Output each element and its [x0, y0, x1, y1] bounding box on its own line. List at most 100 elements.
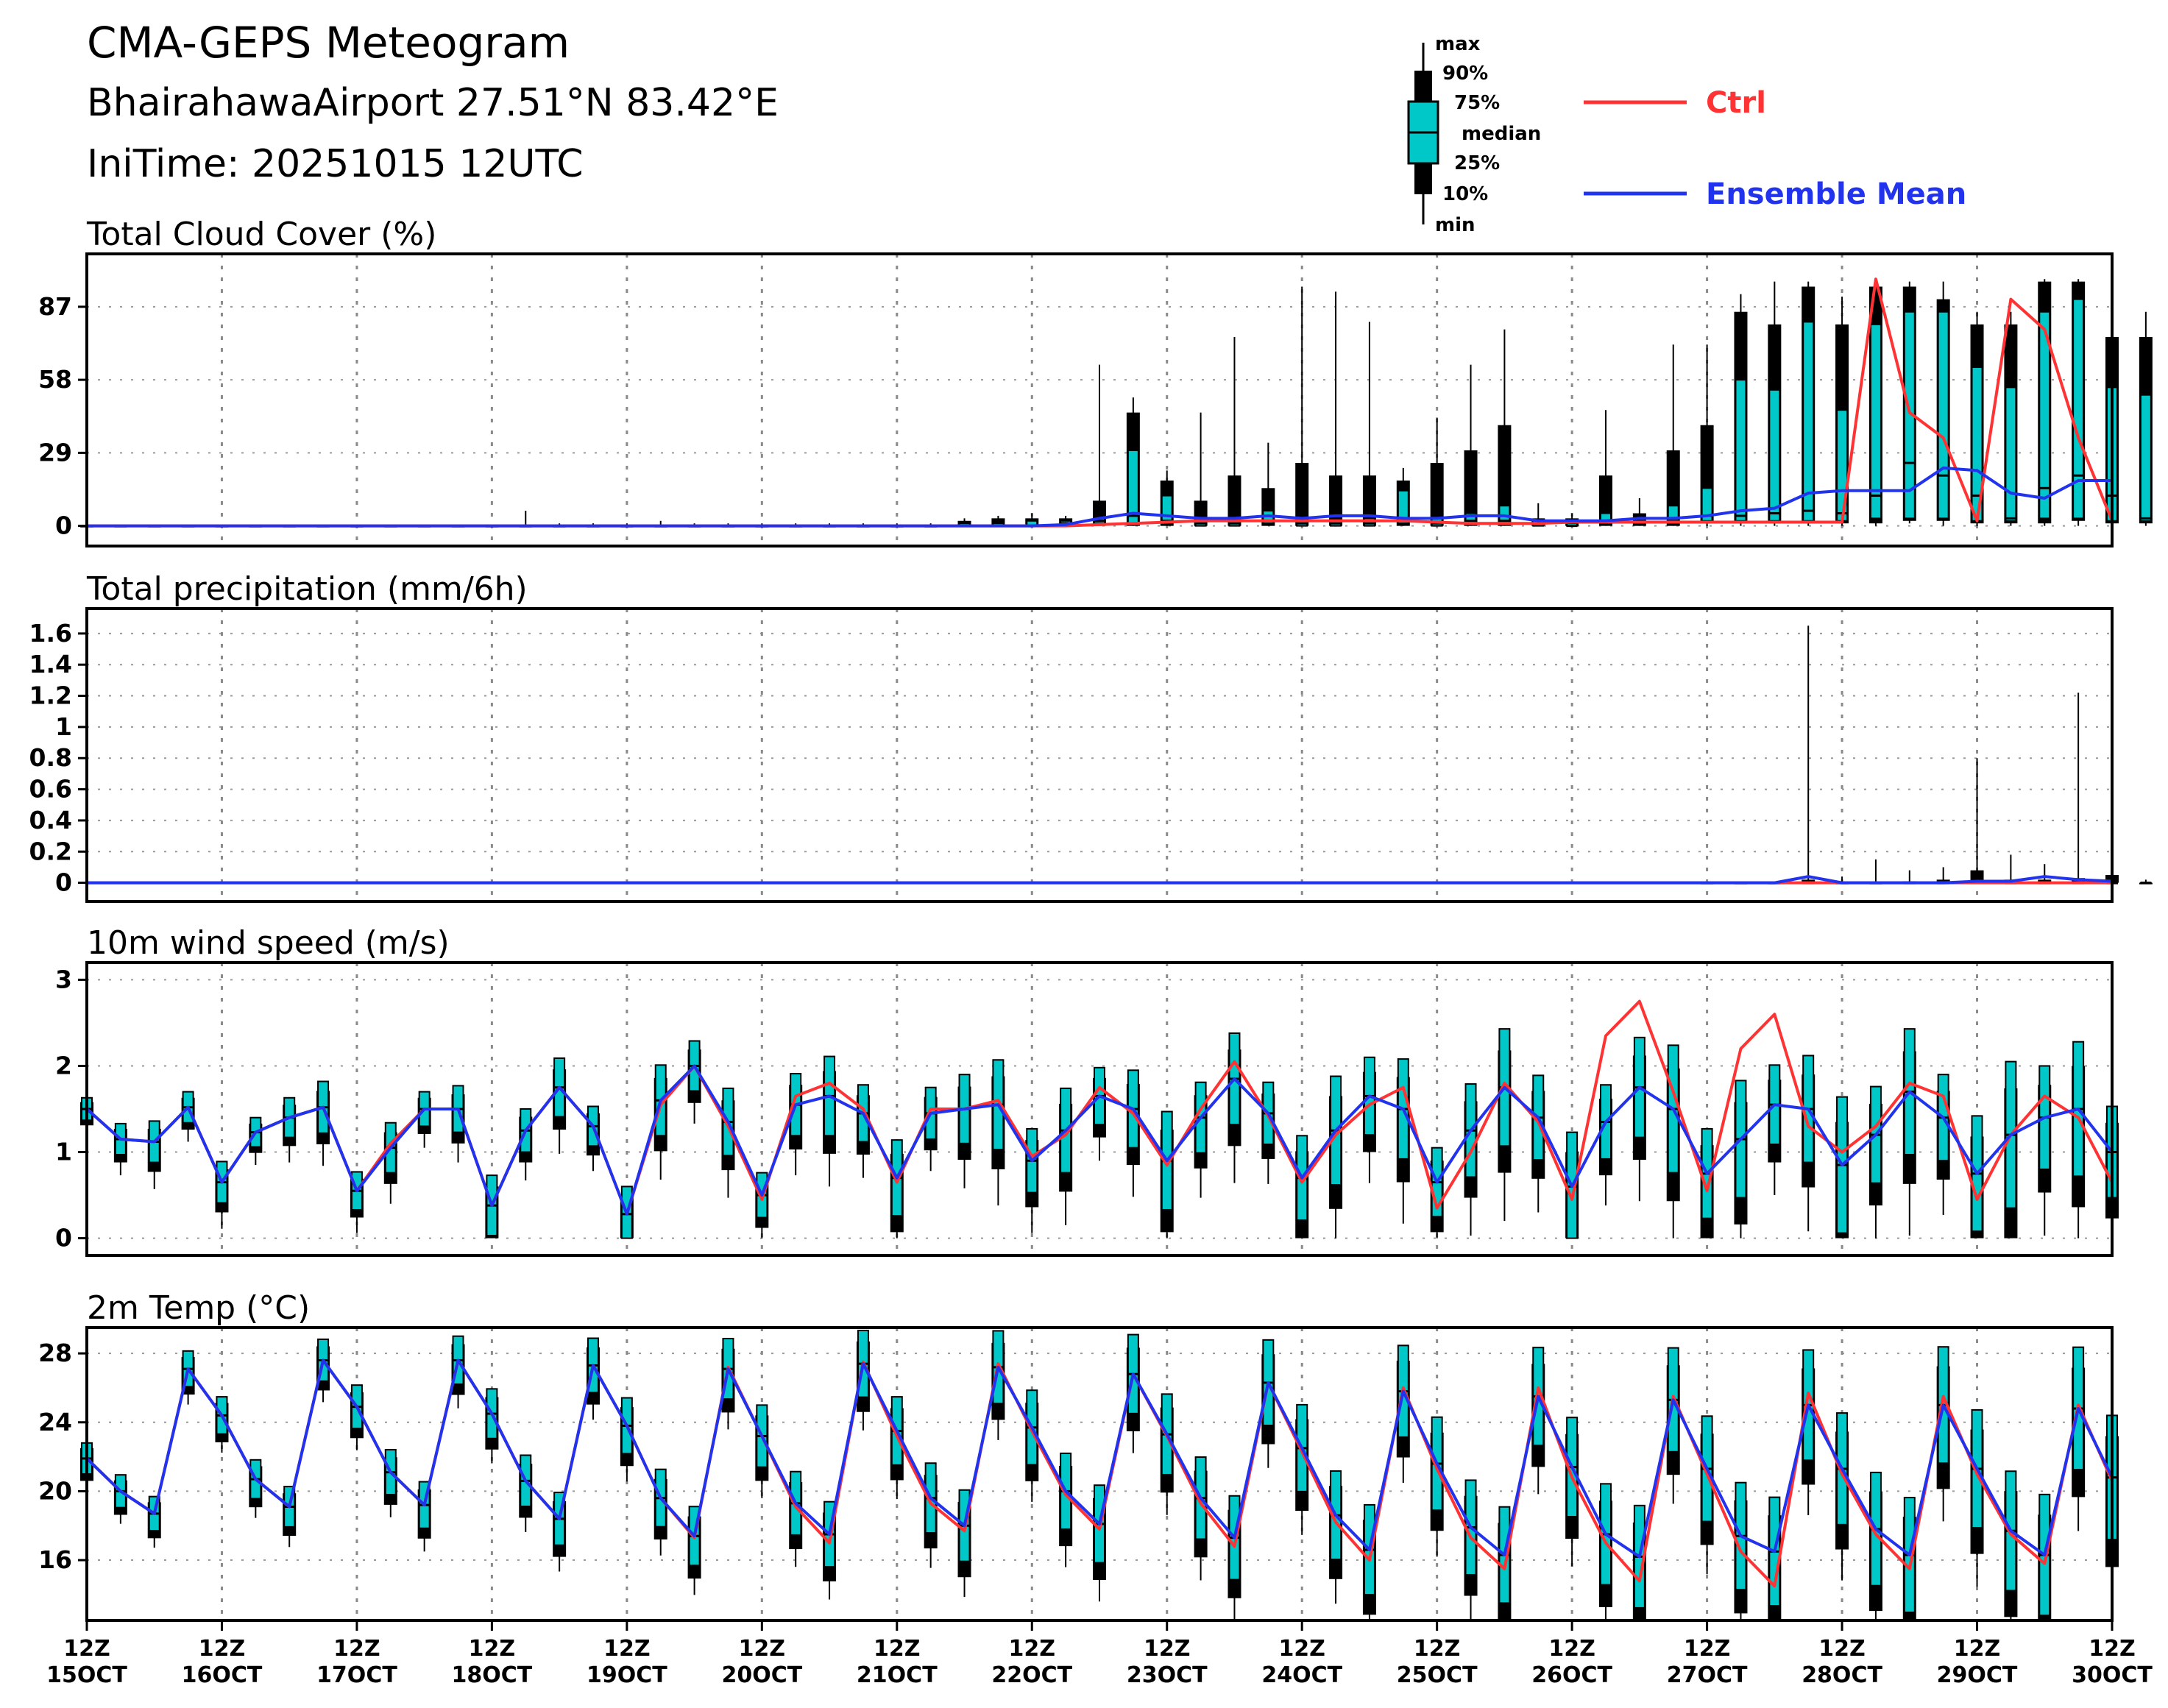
legend-box-label: median [1462, 123, 1541, 145]
x-tick-time-label: 12Z [1548, 1636, 1595, 1662]
box-mark [113, 1474, 127, 1524]
box-mark [1329, 1470, 1343, 1604]
x-tick-time-label: 12Z [874, 1636, 921, 1662]
box-mark [2038, 864, 2052, 885]
y-tick-label: 0.4 [29, 806, 72, 834]
box-mark [1868, 1085, 1882, 1239]
box-mark [2072, 279, 2086, 526]
box-mark [1295, 1135, 1309, 1239]
box-mark [451, 1335, 465, 1408]
box-mark [1936, 1346, 1950, 1522]
x-tick-time-label: 12Z [2089, 1636, 2136, 1662]
box-mark [1531, 1074, 1545, 1213]
box-mark [1768, 1064, 1782, 1196]
box-mark [1768, 281, 1782, 526]
box-mark [1970, 1408, 1984, 1587]
box-mark [1902, 1497, 1916, 1620]
box-mark [1599, 1483, 1612, 1620]
box-mark [924, 1462, 938, 1568]
panel-title: 10m wind speed (m/s) [87, 924, 450, 962]
box-mark [991, 1059, 1005, 1206]
y-tick-label: 24 [38, 1408, 72, 1436]
box-mark [2139, 879, 2153, 885]
x-tick-date-label: 23OCT [1127, 1662, 1208, 1688]
x-tick-time-label: 12Z [603, 1636, 651, 1662]
box-mark [1599, 1084, 1612, 1206]
box-mark [1295, 1403, 1309, 1535]
ensemble-mean-series-line [87, 466, 2112, 528]
box-mark [1802, 1055, 1815, 1232]
x-tick-date-label: 27OCT [1667, 1662, 1748, 1688]
x-tick-time-label: 12Z [1144, 1636, 1191, 1662]
box-mark [1700, 344, 1714, 526]
box-mark [1970, 1115, 1984, 1239]
panel-frame [85, 252, 2114, 548]
box-mark [1868, 859, 1882, 885]
box-mark [283, 1486, 297, 1548]
panel-title: 2m Temp (°C) [87, 1289, 310, 1327]
box-mark [1464, 364, 1478, 526]
x-tick-time-label: 12Z [1684, 1636, 1731, 1662]
y-tick-label: 0 [55, 1224, 72, 1252]
box-mark [519, 1454, 533, 1532]
box-mark [1160, 1110, 1174, 1239]
box-mark [924, 1086, 938, 1172]
y-tick-label: 58 [38, 365, 72, 394]
box-mark [1160, 1393, 1174, 1515]
box-mark [147, 1495, 161, 1548]
box-mark [2139, 311, 2153, 526]
legend-box-label: max [1435, 33, 1481, 55]
box-mark [2004, 311, 2018, 526]
ensemble-mean-series-line [87, 875, 2113, 885]
y-tick-label: 28 [38, 1339, 72, 1367]
box-mark [1194, 1456, 1208, 1581]
station-label: BhairahawaAirport 27.51°N 83.42°E [87, 81, 779, 125]
box-mark [1261, 442, 1275, 526]
x-tick-date-label: 19OCT [587, 1662, 667, 1688]
x-tick-date-label: 26OCT [1531, 1662, 1612, 1688]
box-mark [1599, 410, 1612, 526]
box-mark [1329, 291, 1343, 527]
y-tick-label: 1 [55, 712, 72, 741]
box-mark [1228, 1032, 1241, 1183]
x-tick-time-label: 12Z [1818, 1636, 1866, 1662]
y-tick-label: 0 [55, 511, 72, 540]
box-mark [2072, 692, 2086, 885]
y-tick-label: 16 [38, 1545, 72, 1574]
y-tick-label: 20 [38, 1476, 72, 1505]
box-mark [1329, 1075, 1343, 1239]
box-mark [687, 1040, 701, 1124]
x-tick-time-label: 12Z [469, 1636, 516, 1662]
box-mark [653, 1468, 667, 1556]
legend-ctrl-label: Ctrl [1706, 86, 1766, 120]
x-tick-time-label: 12Z [199, 1636, 246, 1662]
box-mark [856, 1084, 870, 1178]
panel-frame [85, 961, 2114, 1257]
box-mark [2038, 279, 2052, 526]
ensemble-mean-series-line [85, 1358, 2114, 1559]
x-tick-time-label: 12Z [1954, 1636, 2001, 1662]
box-mark [2004, 1060, 2018, 1239]
box-mark [1902, 1028, 1916, 1236]
ensemble-mean-series-line [85, 1064, 2114, 1216]
legend-box-label: 10% [1442, 183, 1488, 205]
box-mark [789, 1470, 803, 1567]
panel-title: Total Cloud Cover (%) [86, 216, 436, 253]
x-tick-date-label: 28OCT [1802, 1662, 1882, 1688]
box-mark [721, 1087, 735, 1198]
x-tick-time-label: 12Z [1009, 1636, 1056, 1662]
panel-1: Total precipitation (mm/6h) 0 0.2 0.40.6 0.8… [29, 570, 2153, 903]
x-tick-time-label: 12Z [333, 1636, 380, 1662]
box-mark [1835, 1096, 1849, 1239]
x-tick-date-label: 20OCT [721, 1662, 802, 1688]
x-tick-time-label: 12Z [63, 1636, 110, 1662]
x-tick-date-label: 29OCT [1937, 1662, 2018, 1688]
legend-box-label: 25% [1454, 152, 1500, 174]
box-mark [316, 1080, 330, 1166]
x-tick-date-label: 17OCT [316, 1662, 397, 1688]
box-mark [1632, 1036, 1646, 1202]
box-mark [417, 1481, 431, 1552]
box-mark [957, 1074, 971, 1188]
box-mark [1295, 286, 1309, 527]
